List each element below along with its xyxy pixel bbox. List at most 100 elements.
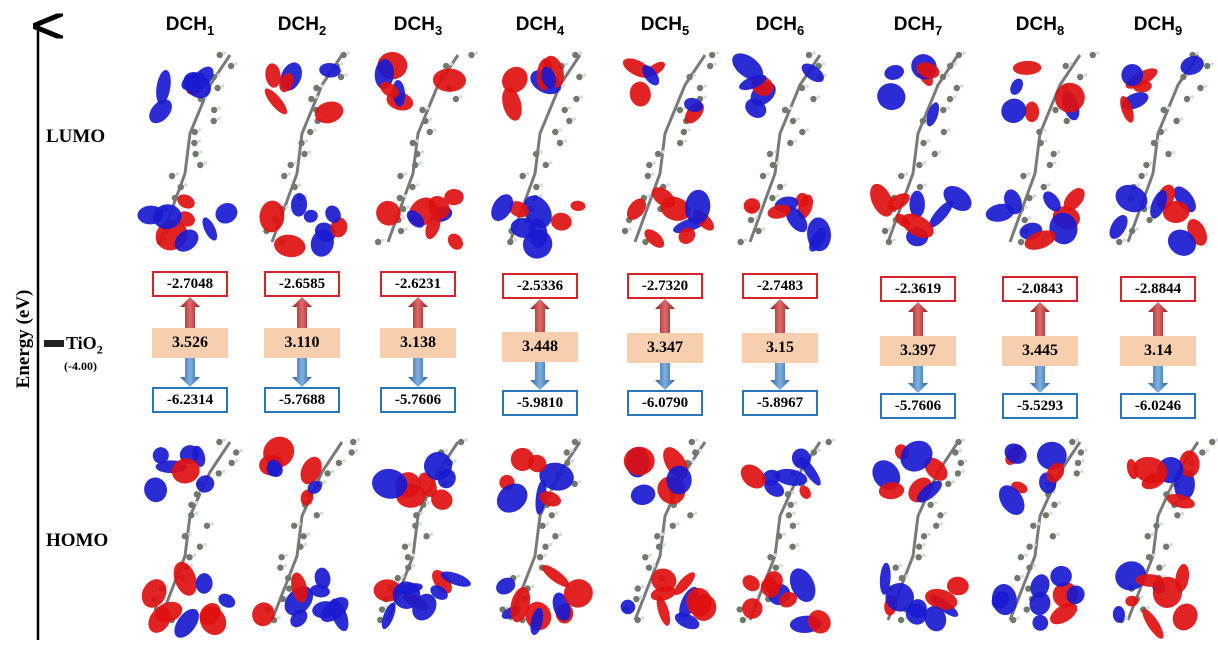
energy-gap-box: 3.15 xyxy=(742,333,818,363)
dye-title-subscript: 5 xyxy=(681,22,690,38)
lumo-row-label: LUMO xyxy=(46,126,106,147)
dye-title-subscript: 8 xyxy=(1056,22,1065,38)
excitation-arrow-down xyxy=(1148,366,1168,393)
homo-orbital-picture xyxy=(372,438,471,630)
lumo-orbital-picture xyxy=(374,51,479,250)
dye-title: DCH5 xyxy=(610,14,720,38)
excitation-arrow-down xyxy=(180,358,200,387)
energy-gap-box: 3.448 xyxy=(502,332,578,362)
lumo-orbital-picture xyxy=(1109,51,1215,256)
homo-orbital-picture xyxy=(620,438,717,630)
tio2-level-mark xyxy=(44,340,64,347)
homo-energy-box: -6.0790 xyxy=(627,390,703,416)
dye-title-name: DCH xyxy=(1133,14,1175,35)
excitation-arrow-down xyxy=(1030,366,1050,393)
excitation-arrow-up xyxy=(655,299,675,333)
dye-title-name: DCH xyxy=(1015,14,1057,35)
excitation-arrow-up xyxy=(180,297,200,328)
dye-title: DCH3 xyxy=(363,14,473,38)
excitation-arrow-down xyxy=(655,363,675,390)
excitation-arrow-up xyxy=(1148,302,1168,336)
lumo-orbital-picture xyxy=(732,51,831,252)
dye-title-name: DCH xyxy=(393,14,435,35)
homo-orbital-picture xyxy=(496,438,593,636)
excitation-arrow-up xyxy=(292,297,312,328)
dye-title: DCH6 xyxy=(725,14,835,38)
dye-title: DCH9 xyxy=(1103,14,1213,38)
excitation-arrow-down xyxy=(408,358,428,387)
dye-title-subscript: 4 xyxy=(556,22,565,38)
tio2-subscript: 2 xyxy=(96,342,103,357)
energy-gap-box: 3.397 xyxy=(880,336,956,366)
lumo-energy-box: -2.0843 xyxy=(1002,276,1078,302)
dye-title-name: DCH xyxy=(893,14,935,35)
lumo-orbital-picture xyxy=(491,51,587,259)
excitation-arrow-down xyxy=(530,362,550,390)
dye-title: DCH8 xyxy=(985,14,1095,38)
excitation-arrow-up xyxy=(530,299,550,332)
homo-orbital-picture xyxy=(141,438,243,638)
energy-gap-box: 3.445 xyxy=(1002,336,1078,366)
dye-title-subscript: 3 xyxy=(434,22,443,38)
dye-title-subscript: 9 xyxy=(1174,22,1183,38)
dye-title-name: DCH xyxy=(640,14,682,35)
homo-orbital-picture xyxy=(872,438,969,632)
homo-orbital-picture xyxy=(991,438,1088,631)
lumo-energy-box: -2.6231 xyxy=(380,271,456,297)
tio2-label: TiO2 xyxy=(66,333,103,358)
dye-title-subscript: 7 xyxy=(934,22,943,38)
energy-gap-box: 3.138 xyxy=(380,328,456,358)
homo-energy-box: -5.9810 xyxy=(502,390,578,416)
excitation-arrow-up xyxy=(908,302,928,336)
dye-title: DCH4 xyxy=(485,14,595,38)
energy-gap-box: 3.526 xyxy=(152,328,228,358)
lumo-orbital-picture xyxy=(870,51,972,247)
energy-axis-label: Energy (eV) xyxy=(13,289,34,389)
lumo-energy-box: -2.3619 xyxy=(880,276,956,302)
dye-title: DCH1 xyxy=(135,14,245,38)
dye-title-subscript: 2 xyxy=(318,22,327,38)
lumo-energy-box: -2.7048 xyxy=(152,271,228,297)
dye-title: DCH2 xyxy=(247,14,357,38)
homo-orbital-picture xyxy=(252,436,361,632)
excitation-arrow-up xyxy=(770,299,790,333)
homo-row-label: HOMO xyxy=(46,530,109,551)
dye-title: DCH7 xyxy=(863,14,973,38)
dye-title-name: DCH xyxy=(755,14,797,35)
lumo-orbital-picture xyxy=(621,51,719,248)
lumo-orbital-picture xyxy=(259,51,351,258)
homo-orbital-picture xyxy=(736,438,836,634)
homo-energy-box: -5.8967 xyxy=(742,390,818,416)
energy-gap-box: 3.110 xyxy=(264,328,340,358)
homo-energy-box: -5.7606 xyxy=(380,387,456,413)
lumo-energy-box: -2.7483 xyxy=(742,273,818,299)
excitation-arrow-down xyxy=(292,358,312,387)
molecules-layer xyxy=(137,51,1218,639)
dye-title-name: DCH xyxy=(165,14,207,35)
lumo-energy-box: -2.5336 xyxy=(502,273,578,299)
arrows-layer xyxy=(180,297,1168,393)
lumo-orbital-picture xyxy=(985,51,1100,250)
lumo-energy-box: -2.6585 xyxy=(264,271,340,297)
lumo-energy-box: -2.8844 xyxy=(1120,276,1196,302)
dye-title-subscript: 1 xyxy=(206,22,215,38)
homo-energy-box: -5.7688 xyxy=(264,387,340,413)
excitation-arrow-up xyxy=(408,297,428,328)
dye-title-subscript: 6 xyxy=(796,22,805,38)
lumo-energy-box: -2.7320 xyxy=(627,273,703,299)
homo-energy-box: -6.0246 xyxy=(1120,393,1196,419)
dye-title-name: DCH xyxy=(277,14,319,35)
excitation-arrow-down xyxy=(770,363,790,390)
excitation-arrow-up xyxy=(1030,302,1050,336)
lumo-orbital-picture xyxy=(137,51,238,252)
homo-energy-box: -6.2314 xyxy=(152,387,228,413)
homo-orbital-picture xyxy=(1112,438,1218,639)
energy-gap-box: 3.347 xyxy=(627,333,703,363)
energy-gap-box: 3.14 xyxy=(1120,336,1196,366)
dye-title-name: DCH xyxy=(515,14,557,35)
homo-energy-box: -5.5293 xyxy=(1002,393,1078,419)
excitation-arrow-down xyxy=(908,366,928,393)
homo-energy-box: -5.7606 xyxy=(880,393,956,419)
